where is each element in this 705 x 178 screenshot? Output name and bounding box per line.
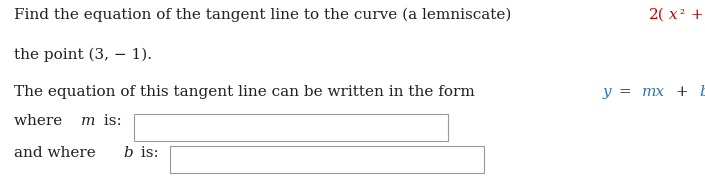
- Text: +: +: [671, 85, 694, 99]
- Text: +: +: [686, 7, 705, 22]
- FancyBboxPatch shape: [134, 114, 448, 141]
- Text: is:: is:: [99, 114, 122, 128]
- Text: and where: and where: [14, 146, 101, 160]
- Text: 2(: 2(: [649, 7, 665, 22]
- Text: ²: ²: [680, 7, 685, 20]
- Text: b: b: [700, 85, 705, 99]
- Text: where: where: [14, 114, 67, 128]
- Text: The equation of this tangent line can be written in the form: The equation of this tangent line can be…: [14, 85, 479, 99]
- Text: the point (3, − 1).: the point (3, − 1).: [14, 48, 152, 62]
- Text: y: y: [603, 85, 611, 99]
- Text: m: m: [81, 114, 96, 128]
- Text: mx: mx: [642, 85, 666, 99]
- Text: is:: is:: [136, 146, 159, 160]
- Text: Find the equation of the tangent line to the curve (a lemniscate): Find the equation of the tangent line to…: [14, 7, 516, 22]
- FancyBboxPatch shape: [170, 146, 484, 173]
- Text: b: b: [123, 146, 133, 160]
- Text: =: =: [613, 85, 636, 99]
- Text: x: x: [669, 7, 678, 22]
